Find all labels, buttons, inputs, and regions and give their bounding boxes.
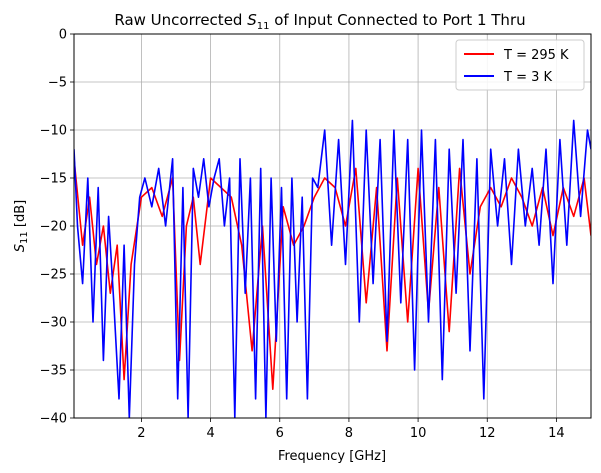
- y-axis-title: S11 [dB]: [13, 200, 30, 252]
- legend: T = 295 K T = 3 K: [455, 39, 585, 91]
- y-tick-label: −40: [40, 412, 67, 427]
- legend-label-295k: T = 295 K: [503, 48, 569, 63]
- x-tick-label: 10: [410, 426, 427, 441]
- series-3k-line: [74, 119, 591, 418]
- y-tick-label: −15: [40, 172, 67, 187]
- legend-box: [455, 39, 585, 91]
- x-tick-label: 4: [206, 426, 214, 441]
- chart-title: Raw Uncorrected S11 of Input Connected t…: [114, 11, 525, 32]
- x-tick-label: 12: [479, 426, 496, 441]
- x-tick-label: 6: [276, 426, 284, 441]
- legend-label-3k: T = 3 K: [503, 70, 553, 85]
- x-axis-ticks: 2 4 6 8 10 12 14: [137, 418, 565, 441]
- x-tick-label: 8: [345, 426, 353, 441]
- series-295k-line: [74, 158, 591, 391]
- y-tick-label: 0: [59, 28, 67, 43]
- y-tick-label: −5: [48, 76, 67, 91]
- y-tick-label: −10: [40, 124, 67, 139]
- svg-text:Raw Uncorrected S11 of Input C: Raw Uncorrected S11 of Input Connected t…: [114, 11, 525, 32]
- x-tick-label: 2: [137, 426, 145, 441]
- y-tick-label: −20: [40, 220, 67, 235]
- series-layer: [74, 119, 591, 418]
- y-tick-label: −30: [40, 316, 67, 331]
- y-tick-label: −35: [40, 364, 67, 379]
- y-tick-label: −25: [40, 268, 67, 283]
- x-tick-label: 14: [548, 426, 565, 441]
- y-axis-ticks: 0 −5 −10 −15 −20 −25 −30 −35 −40: [40, 28, 74, 427]
- x-axis-title: Frequency [GHz]: [278, 449, 386, 464]
